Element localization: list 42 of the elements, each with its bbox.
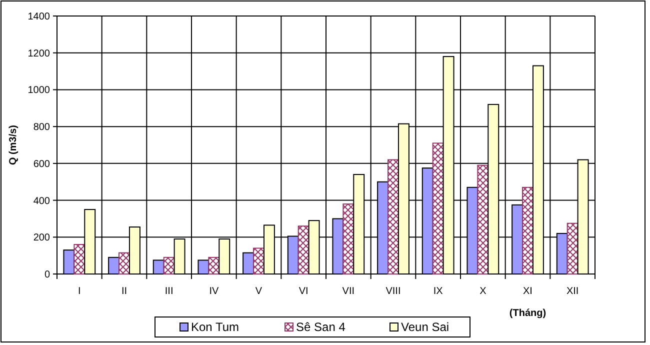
bar: [108, 256, 120, 274]
bar: [242, 252, 254, 274]
bar: [522, 186, 534, 274]
x-tick-label: XII: [566, 286, 579, 297]
bar: [298, 226, 310, 274]
x-tick-label: VI: [298, 286, 308, 297]
y-tick-label: 1400: [28, 12, 50, 22]
y-tick-label: 200: [33, 232, 50, 244]
y-tick-label: 400: [33, 196, 50, 207]
bar: [477, 164, 489, 274]
bar: [432, 142, 444, 274]
x-tick-label: IX: [433, 286, 444, 297]
legend-label: Sê San 4: [296, 320, 346, 334]
x-tick-label: I: [78, 286, 81, 297]
y-tick-label: 0: [44, 270, 50, 280]
x-tick-label: II: [121, 286, 128, 297]
bar: [63, 250, 75, 274]
bar: [388, 159, 399, 274]
y-tick-label: 1200: [28, 48, 50, 60]
bar: [342, 203, 354, 274]
x-tick-label: V: [255, 286, 262, 297]
y-tick-label: 600: [33, 158, 50, 170]
legend-label: Kon Tum: [191, 320, 240, 334]
y-axis-title: Q (m3/s): [8, 124, 19, 166]
bar: [253, 248, 264, 274]
x-axis-title: (Tháng): [509, 308, 546, 319]
bar: [208, 256, 220, 274]
legend-label: Veun Sai: [401, 320, 450, 334]
bar: [74, 244, 86, 274]
bar: [566, 222, 578, 274]
bar: [152, 260, 164, 274]
bar: [163, 256, 175, 274]
y-tick-label: 800: [33, 122, 50, 134]
bar: [118, 252, 130, 274]
x-tick-label: XI: [523, 286, 532, 297]
x-tick-label: VIII: [386, 286, 401, 297]
x-tick-label: IV: [209, 286, 219, 297]
x-tick-label: III: [164, 286, 174, 297]
x-tick-label: X: [480, 286, 487, 297]
bar: [198, 260, 210, 274]
x-tick-label: VII: [342, 286, 355, 297]
y-tick-label: 1000: [28, 85, 50, 96]
